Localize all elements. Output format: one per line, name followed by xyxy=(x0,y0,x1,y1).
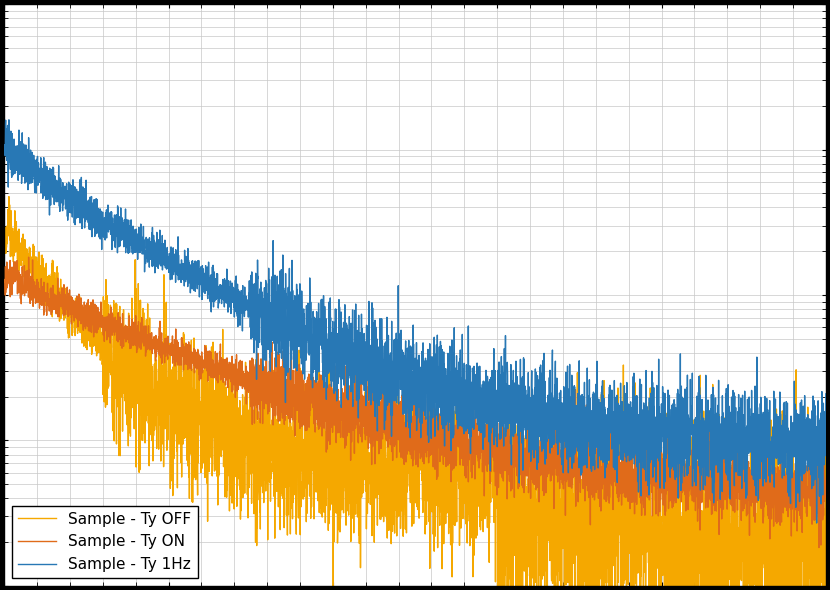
Sample - Ty 1Hz xyxy=(314,368,324,375)
Line: Sample - Ty 1Hz: Sample - Ty 1Hz xyxy=(5,120,826,523)
Sample - Ty OFF xyxy=(314,450,324,457)
Sample - Ty ON xyxy=(314,390,324,397)
Sample - Ty OFF xyxy=(613,399,622,406)
Line: Sample - Ty OFF: Sample - Ty OFF xyxy=(5,196,826,590)
Sample - Ty OFF xyxy=(821,469,830,476)
Sample - Ty ON xyxy=(613,494,622,501)
Sample - Ty OFF xyxy=(534,572,544,579)
Sample - Ty 1Hz xyxy=(492,430,502,437)
Sample - Ty OFF xyxy=(675,483,685,490)
Sample - Ty ON xyxy=(0,278,10,286)
Sample - Ty ON xyxy=(814,544,824,551)
Sample - Ty ON xyxy=(492,453,502,460)
Sample - Ty ON xyxy=(821,477,830,484)
Sample - Ty OFF xyxy=(149,392,159,399)
Sample - Ty OFF xyxy=(0,231,10,238)
Sample - Ty 1Hz xyxy=(613,412,622,419)
Sample - Ty 1Hz xyxy=(812,519,822,526)
Sample - Ty 1Hz xyxy=(534,433,544,440)
Sample - Ty 1Hz xyxy=(149,237,159,244)
Sample - Ty OFF xyxy=(492,549,502,556)
Sample - Ty ON xyxy=(675,483,685,490)
Sample - Ty ON xyxy=(149,333,159,340)
Sample - Ty OFF xyxy=(4,193,14,200)
Sample - Ty ON xyxy=(23,254,33,261)
Line: Sample - Ty ON: Sample - Ty ON xyxy=(5,257,826,548)
Sample - Ty 1Hz xyxy=(0,141,10,148)
Sample - Ty ON xyxy=(534,444,544,451)
Legend: Sample - Ty OFF, Sample - Ty ON, Sample - Ty 1Hz: Sample - Ty OFF, Sample - Ty ON, Sample … xyxy=(12,506,198,578)
Sample - Ty 1Hz xyxy=(675,417,685,424)
Sample - Ty 1Hz xyxy=(4,116,14,123)
Sample - Ty 1Hz xyxy=(821,390,830,397)
